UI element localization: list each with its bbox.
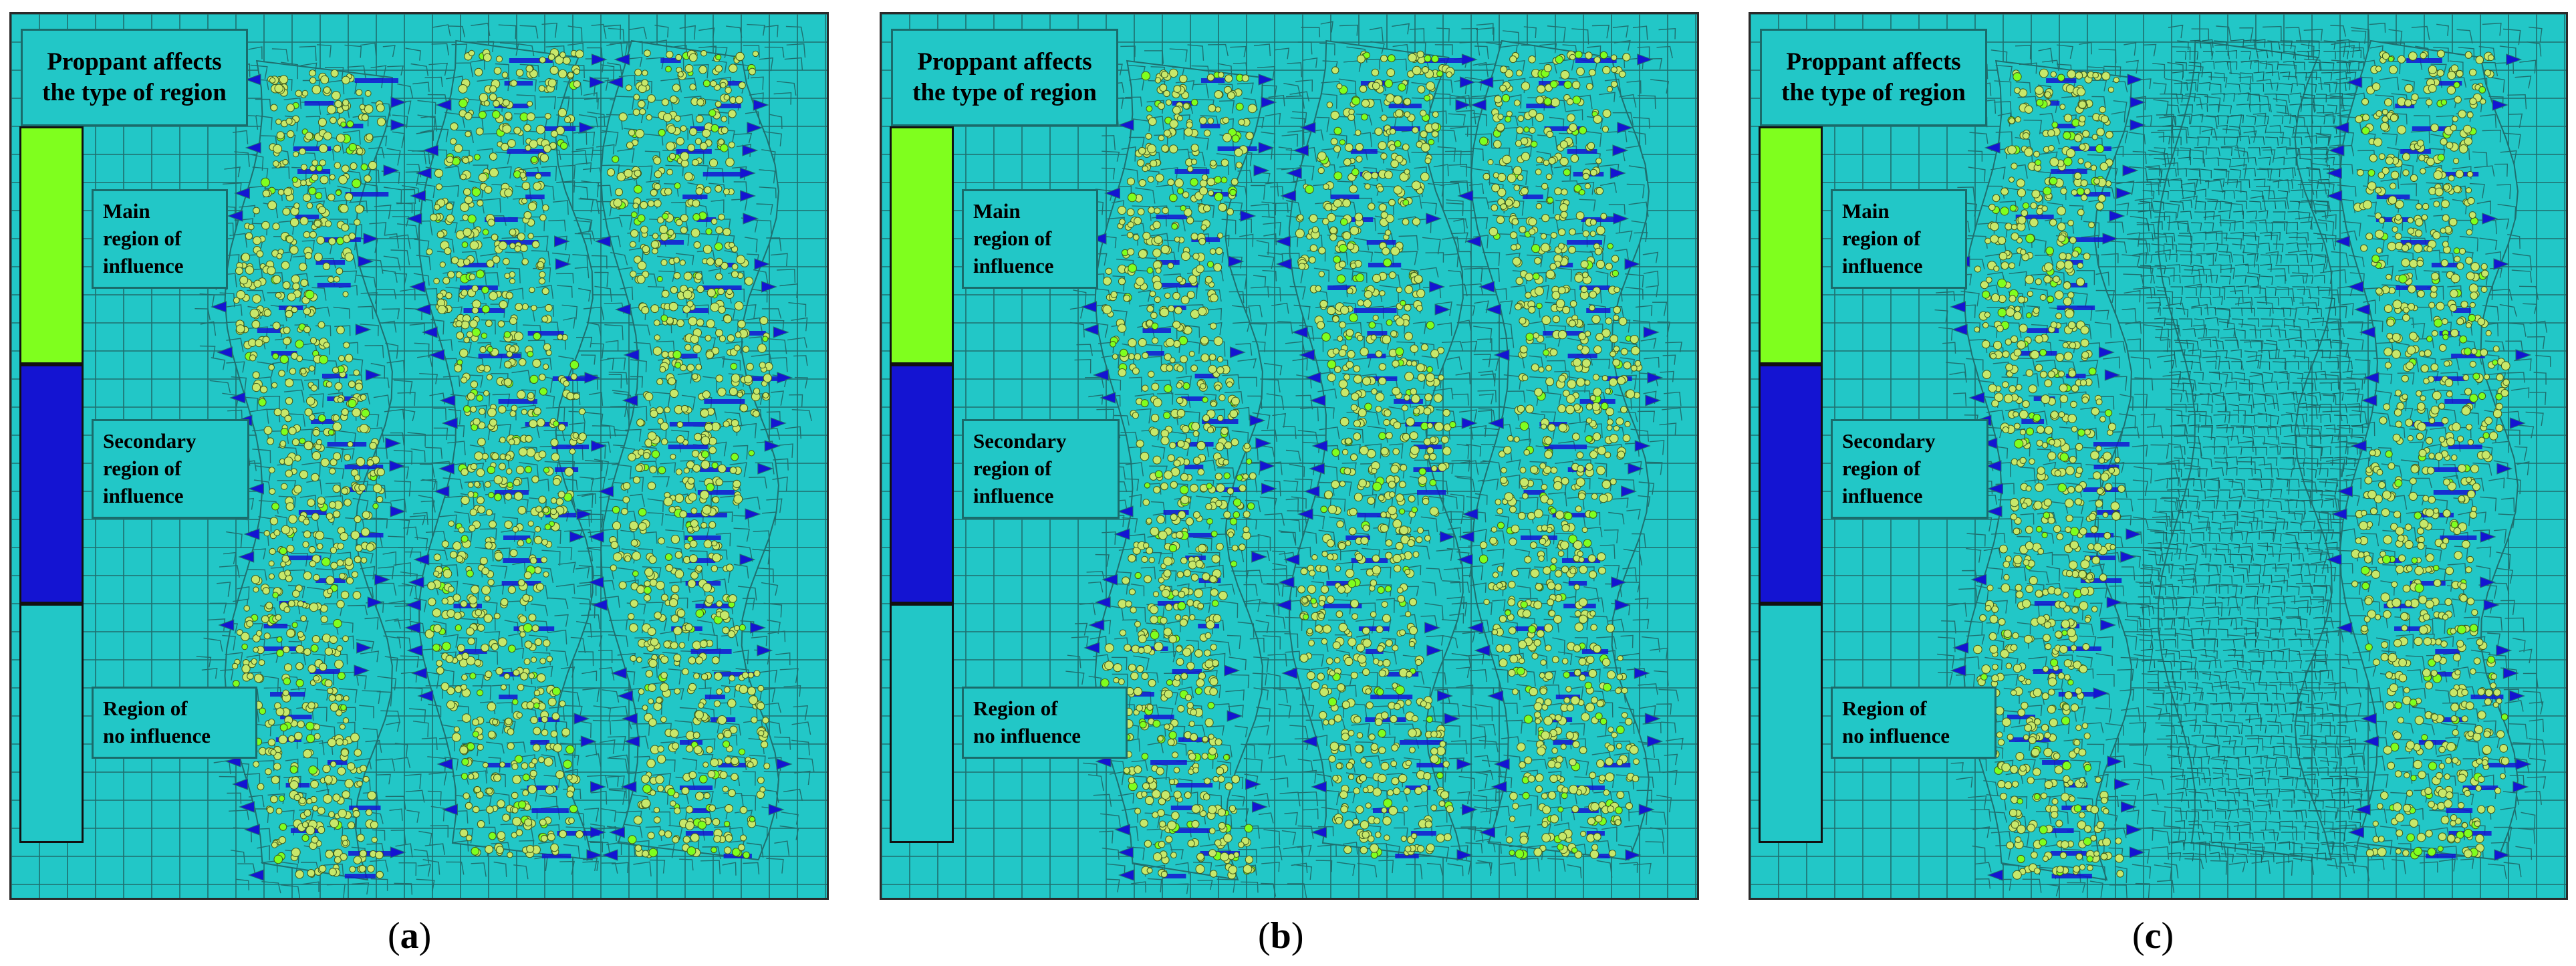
legend-title-line2: the type of region [912, 79, 1097, 106]
legend-label-none: Region of no influence [1831, 687, 1997, 759]
legend-title-line1: Proppant affects [47, 47, 222, 76]
panel-b: Proppant affects the type of region Main… [880, 12, 1699, 900]
legend-swatch-secondary [890, 364, 954, 604]
legend-swatch-secondary [1759, 364, 1823, 604]
legend-label-main: Main region of influence [1831, 189, 1967, 289]
mesh-layer [882, 14, 1697, 898]
panel-a: Proppant affects the type of region Main… [9, 12, 829, 900]
legend-swatch-none [1759, 604, 1823, 843]
legend-swatch-none [19, 604, 84, 843]
mesh-c [1751, 14, 2566, 898]
caption-a: (a) [388, 915, 432, 957]
legend-swatch-main [890, 126, 954, 364]
panel-c: Proppant affects the type of region Main… [1749, 12, 2568, 900]
legend-label-secondary: Secondary region of influence [962, 419, 1120, 519]
legend-title-line2: the type of region [42, 79, 227, 106]
mesh-b [882, 14, 1697, 898]
legend-swatch-secondary [19, 364, 84, 604]
legend-title-line1: Proppant affects [1786, 47, 1961, 76]
legend-label-main: Main region of influence [962, 189, 1098, 289]
mesh-layer [1751, 14, 2566, 898]
legend-title: Proppant affects the type of region [21, 29, 248, 126]
legend-title-line2: the type of region [1781, 79, 1966, 106]
legend-label-secondary: Secondary region of influence [92, 419, 249, 519]
legend-title: Proppant affects the type of region [1760, 29, 1987, 126]
legend-swatch-main [19, 126, 84, 364]
legend-title: Proppant affects the type of region [891, 29, 1118, 126]
mesh-a [11, 14, 827, 898]
legend-swatch-none [890, 604, 954, 843]
legend-label-main: Main region of influence [92, 189, 228, 289]
caption-c: (c) [2132, 915, 2174, 957]
legend-label-none: Region of no influence [962, 687, 1128, 759]
legend-label-none: Region of no influence [92, 687, 257, 759]
caption-b: (b) [1258, 915, 1304, 957]
legend-label-secondary: Secondary region of influence [1831, 419, 1988, 519]
legend-title-line1: Proppant affects [917, 47, 1092, 76]
mesh-layer [11, 14, 827, 898]
legend-swatch-main [1759, 126, 1823, 364]
